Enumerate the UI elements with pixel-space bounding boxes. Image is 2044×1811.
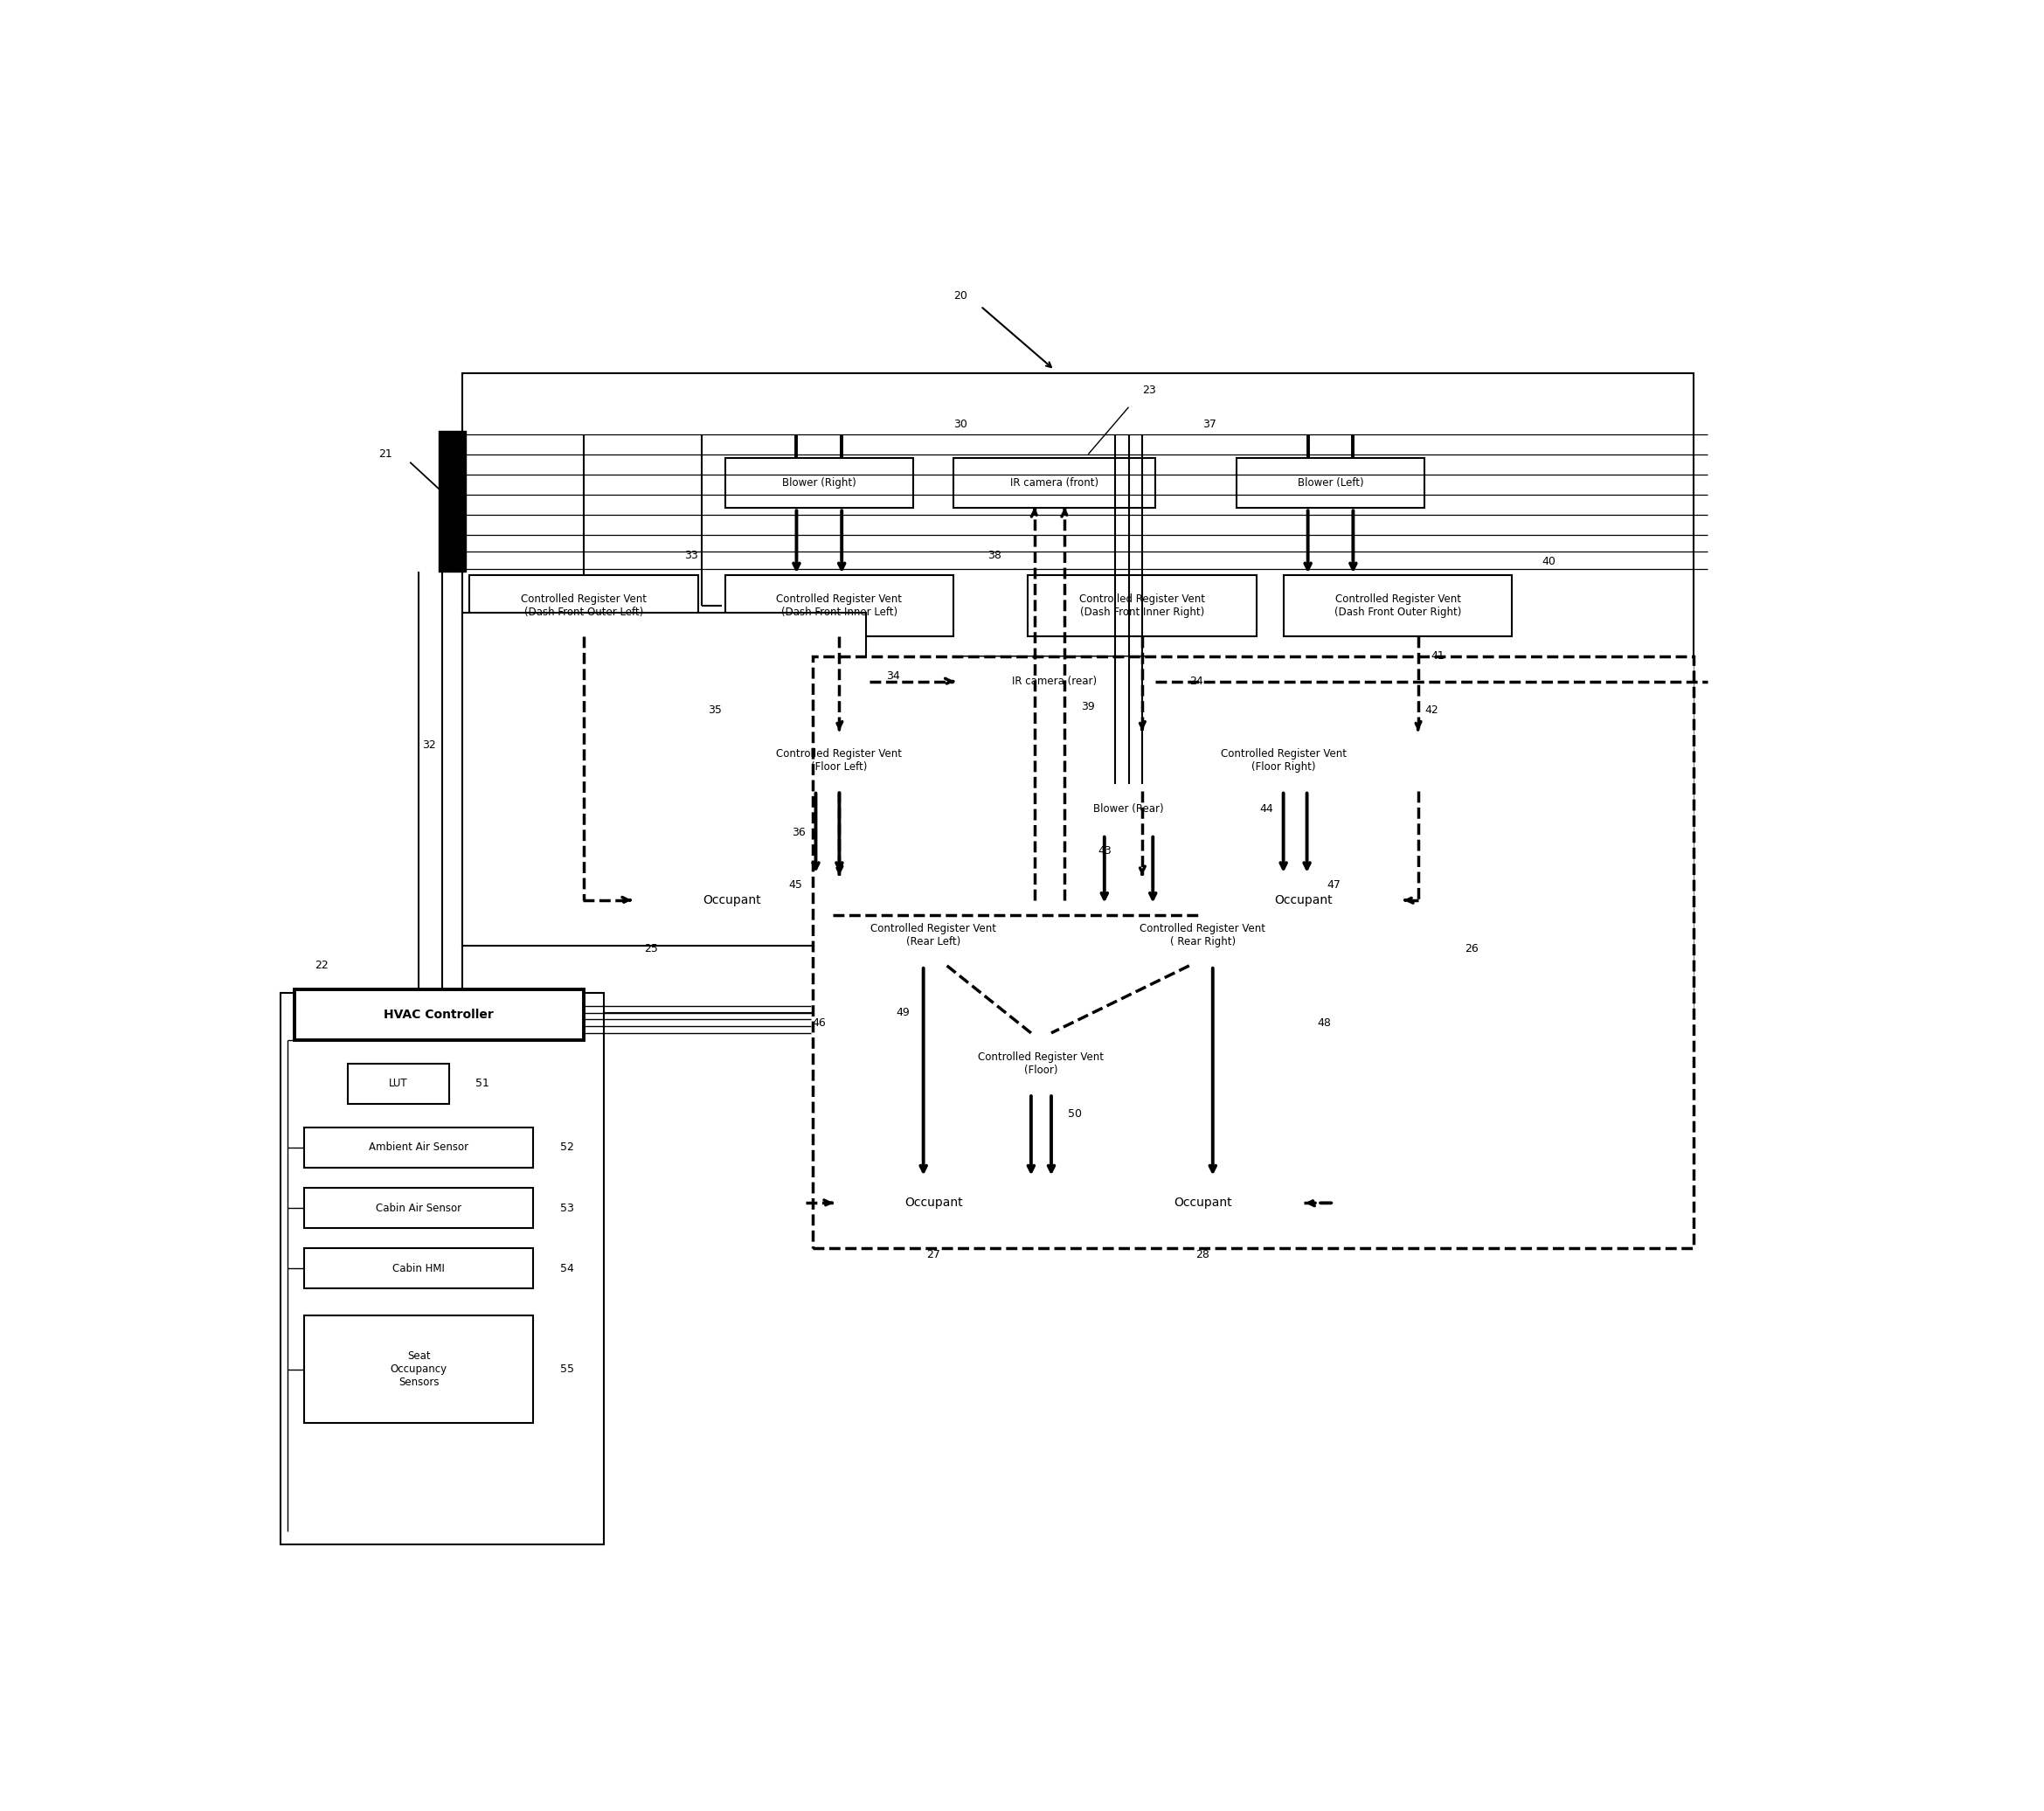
Text: Occupant: Occupant <box>703 895 760 906</box>
Text: 44: 44 <box>1259 804 1273 815</box>
FancyBboxPatch shape <box>832 1177 1034 1228</box>
Text: Seat
Occupancy
Sensors: Seat Occupancy Sensors <box>390 1351 448 1389</box>
Text: 20: 20 <box>953 290 967 302</box>
FancyBboxPatch shape <box>726 458 914 509</box>
Text: Controlled Register Vent
(Floor Left): Controlled Register Vent (Floor Left) <box>777 748 901 773</box>
FancyBboxPatch shape <box>305 1126 533 1168</box>
FancyBboxPatch shape <box>940 1032 1143 1094</box>
FancyBboxPatch shape <box>811 656 1694 1248</box>
Text: 51: 51 <box>476 1078 491 1088</box>
Text: 28: 28 <box>1196 1250 1210 1260</box>
Text: Controlled Register Vent
(Rear Left): Controlled Register Vent (Rear Left) <box>871 924 995 947</box>
Text: 31: 31 <box>450 549 462 561</box>
Text: Blower (Rear): Blower (Rear) <box>1094 804 1163 815</box>
Text: 53: 53 <box>560 1203 574 1213</box>
Text: Controlled Register Vent
(Dash Front Outer Right): Controlled Register Vent (Dash Front Out… <box>1335 594 1461 618</box>
Text: 42: 42 <box>1425 704 1439 715</box>
Text: 33: 33 <box>685 549 699 561</box>
Text: 23: 23 <box>1143 384 1155 397</box>
Text: 55: 55 <box>560 1364 574 1375</box>
Text: 46: 46 <box>811 1018 826 1029</box>
Text: 35: 35 <box>707 704 722 715</box>
FancyBboxPatch shape <box>726 730 955 791</box>
Text: 45: 45 <box>789 880 803 891</box>
FancyBboxPatch shape <box>726 576 955 636</box>
FancyBboxPatch shape <box>632 875 832 925</box>
Text: Blower (Right): Blower (Right) <box>783 476 856 489</box>
FancyBboxPatch shape <box>294 989 585 1040</box>
FancyBboxPatch shape <box>955 458 1155 509</box>
FancyBboxPatch shape <box>1237 458 1425 509</box>
FancyBboxPatch shape <box>462 612 867 945</box>
Text: Occupant: Occupant <box>903 1197 963 1210</box>
Text: 22: 22 <box>315 960 327 971</box>
Text: Controlled Register Vent
(Dash Front Outer Left): Controlled Register Vent (Dash Front Out… <box>521 594 646 618</box>
Text: 25: 25 <box>644 944 658 954</box>
Text: Controlled Register Vent
(Dash Front Inner Right): Controlled Register Vent (Dash Front Inn… <box>1079 594 1206 618</box>
Text: 48: 48 <box>1316 1018 1331 1029</box>
Text: 27: 27 <box>926 1250 940 1260</box>
Text: 38: 38 <box>987 549 1002 561</box>
Text: Controlled Register Vent
(Dash Front Inner Left): Controlled Register Vent (Dash Front Inn… <box>777 594 901 618</box>
FancyBboxPatch shape <box>1284 576 1513 636</box>
FancyBboxPatch shape <box>305 1248 533 1289</box>
FancyBboxPatch shape <box>832 906 1034 965</box>
Text: 30: 30 <box>953 418 967 429</box>
FancyBboxPatch shape <box>1155 721 1525 945</box>
Text: 24: 24 <box>1190 676 1202 686</box>
Text: Ambient Air Sensor: Ambient Air Sensor <box>368 1141 468 1154</box>
FancyBboxPatch shape <box>280 992 603 1545</box>
FancyBboxPatch shape <box>305 1188 533 1228</box>
Text: HVAC Controller: HVAC Controller <box>384 1009 495 1021</box>
Text: 34: 34 <box>887 670 899 683</box>
FancyBboxPatch shape <box>1102 1177 1304 1228</box>
Text: Cabin HMI: Cabin HMI <box>392 1262 446 1275</box>
Text: 54: 54 <box>560 1262 574 1275</box>
FancyBboxPatch shape <box>305 1315 533 1423</box>
Text: 40: 40 <box>1543 556 1555 567</box>
FancyBboxPatch shape <box>1028 784 1230 835</box>
Text: 26: 26 <box>1466 944 1478 954</box>
FancyBboxPatch shape <box>1028 576 1257 636</box>
Text: 37: 37 <box>1202 418 1216 429</box>
Text: LUT: LUT <box>388 1078 409 1088</box>
Text: Controlled Register Vent
(Floor): Controlled Register Vent (Floor) <box>979 1050 1104 1076</box>
Text: 21: 21 <box>378 449 392 460</box>
FancyBboxPatch shape <box>1202 875 1404 925</box>
Text: Controlled Register Vent
( Rear Right): Controlled Register Vent ( Rear Right) <box>1141 924 1265 947</box>
Text: 41: 41 <box>1431 650 1445 661</box>
Text: IR camera (rear): IR camera (rear) <box>1012 676 1098 686</box>
Text: 47: 47 <box>1327 880 1341 891</box>
FancyBboxPatch shape <box>1102 906 1304 965</box>
Text: 36: 36 <box>791 828 805 838</box>
FancyBboxPatch shape <box>347 1063 450 1103</box>
Text: Controlled Register Vent
(Floor Right): Controlled Register Vent (Floor Right) <box>1220 748 1347 773</box>
Text: 49: 49 <box>897 1007 910 1018</box>
Text: Blower (Left): Blower (Left) <box>1298 476 1363 489</box>
Text: 39: 39 <box>1081 701 1096 712</box>
Text: 52: 52 <box>560 1141 574 1154</box>
Text: 32: 32 <box>421 739 435 752</box>
Text: Occupant: Occupant <box>1275 895 1333 906</box>
FancyBboxPatch shape <box>462 373 1694 1012</box>
FancyBboxPatch shape <box>1169 730 1398 791</box>
Text: Cabin Air Sensor: Cabin Air Sensor <box>376 1203 462 1213</box>
Text: 50: 50 <box>1067 1108 1081 1119</box>
Text: Occupant: Occupant <box>1173 1197 1233 1210</box>
Text: IR camera (front): IR camera (front) <box>1010 476 1100 489</box>
FancyBboxPatch shape <box>955 656 1155 706</box>
FancyBboxPatch shape <box>470 576 697 636</box>
Text: 43: 43 <box>1098 846 1112 857</box>
